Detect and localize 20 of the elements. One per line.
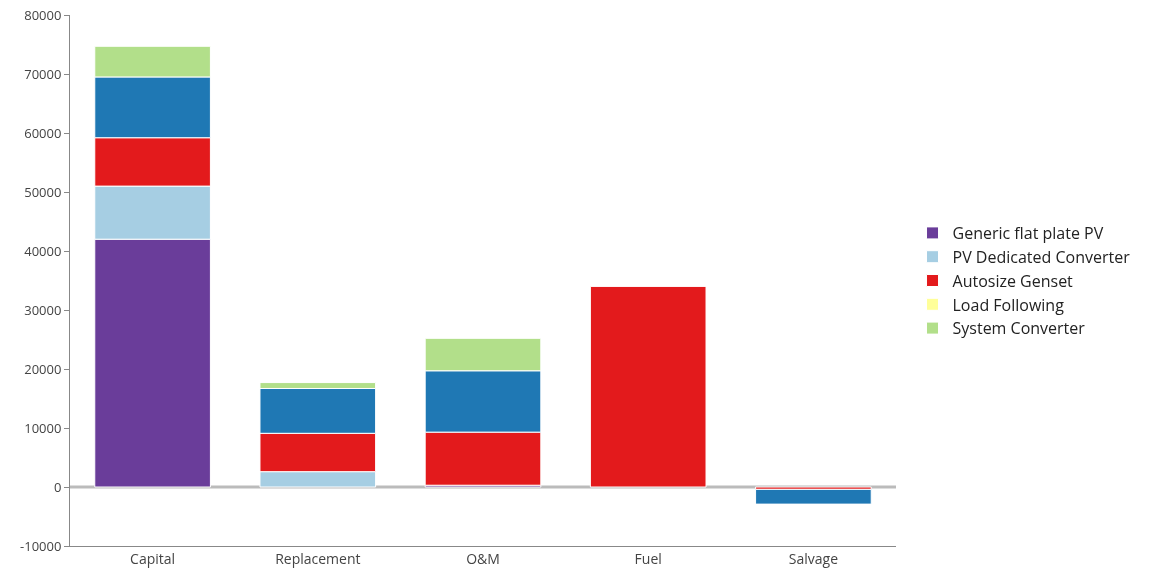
legend-label: Generic flat plate PV [952, 222, 1104, 245]
y-tick-label: 50000 [24, 182, 62, 201]
x-tick-label: Salvage [788, 548, 839, 568]
x-tick-label: O&M [466, 548, 500, 568]
x-tick-label: Replacement [275, 548, 361, 568]
y-tick-label: -10000 [20, 536, 62, 555]
y-tick-label: 30000 [24, 300, 62, 319]
y-tick-label: 20000 [24, 359, 62, 378]
y-tick-label: 80000 [24, 5, 62, 24]
y-tick-label: 60000 [24, 123, 62, 142]
x-tick-label: Capital [130, 548, 176, 568]
y-tick-label: 0 [53, 477, 62, 496]
legend-label: Autosize Genset [952, 269, 1074, 292]
y-tick-label: 10000 [24, 418, 62, 437]
x-tick-label: Fuel [634, 548, 662, 568]
legend-label: System Converter [952, 317, 1086, 340]
legend-label: PV Dedicated Converter [952, 245, 1131, 268]
y-tick-label: 70000 [24, 64, 62, 83]
legend-label: Load Following [952, 293, 1065, 316]
y-tick-label: 40000 [24, 241, 62, 260]
